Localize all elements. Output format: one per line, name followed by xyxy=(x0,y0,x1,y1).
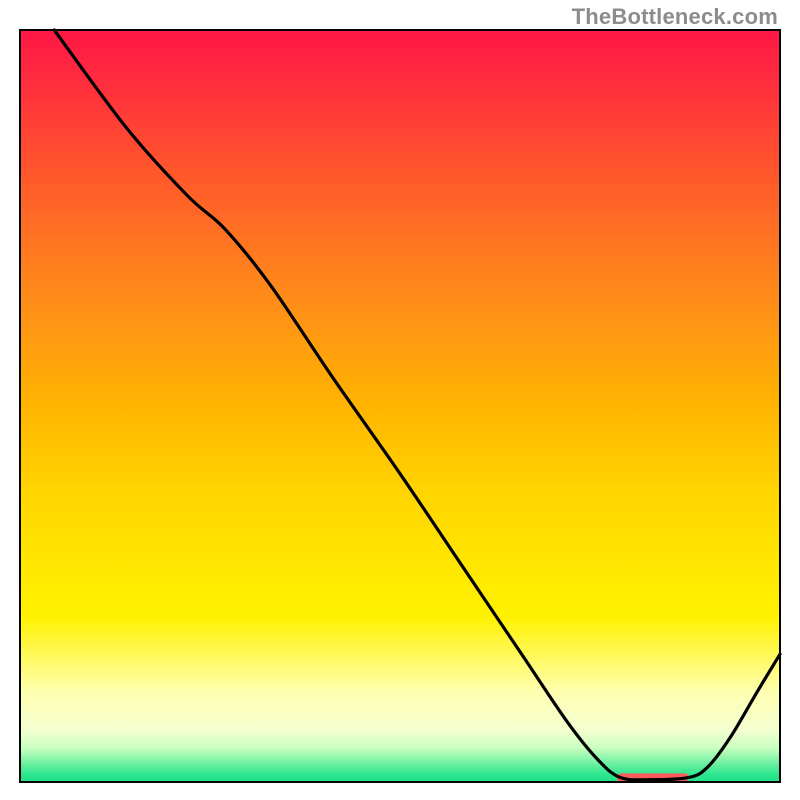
chart-background xyxy=(20,30,780,782)
bottleneck-chart xyxy=(0,0,800,800)
